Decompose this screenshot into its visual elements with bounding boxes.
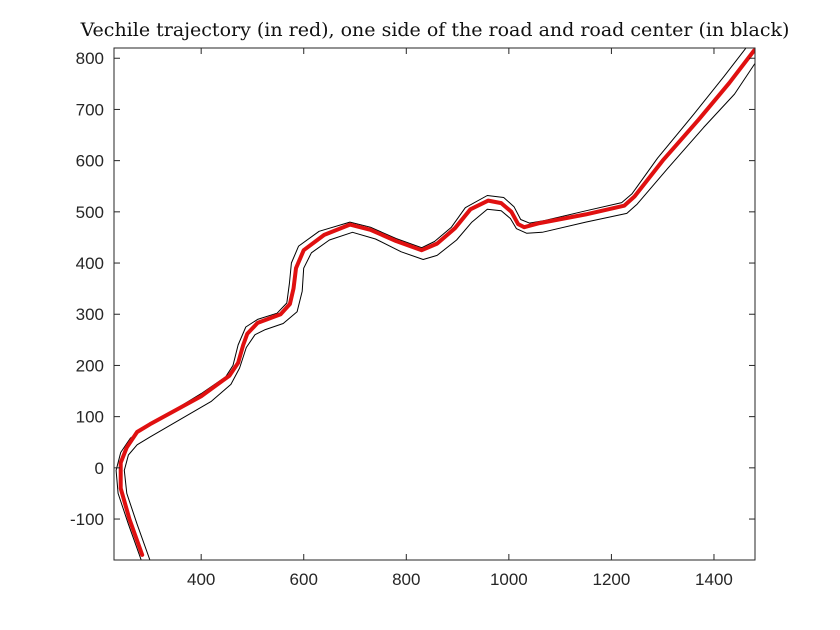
y-tick-label: 200	[76, 356, 104, 375]
y-tick-label: 400	[76, 254, 104, 273]
y-tick-label: 500	[76, 203, 104, 222]
series-line-2	[115, 48, 747, 560]
x-tick-label: 400	[187, 570, 215, 589]
x-tick-label: 600	[290, 570, 318, 589]
series-line-1	[123, 62, 755, 560]
y-tick-label: 0	[95, 459, 104, 478]
series-layer	[115, 48, 755, 560]
y-tick-label: 300	[76, 305, 104, 324]
x-tick-label: 1000	[490, 570, 528, 589]
y-tick-label: -100	[70, 510, 104, 529]
y-axis: -100 0 100 200 300 400 500 600 700 800	[70, 49, 755, 529]
plot-frame	[113, 47, 756, 561]
x-tick-label: 1200	[593, 570, 631, 589]
x-tick-label: 1400	[695, 570, 733, 589]
y-tick-label: 700	[76, 100, 104, 119]
x-axis: 400 600 800 1000 1200 1400	[187, 48, 733, 589]
y-tick-label: 100	[76, 408, 104, 427]
chart-title: Vechile trajectory (in red), one side of…	[80, 19, 790, 41]
x-tick-label: 800	[392, 570, 420, 589]
y-tick-label: 800	[76, 49, 104, 68]
y-tick-label: 600	[76, 152, 104, 171]
series-line-0	[118, 48, 755, 557]
